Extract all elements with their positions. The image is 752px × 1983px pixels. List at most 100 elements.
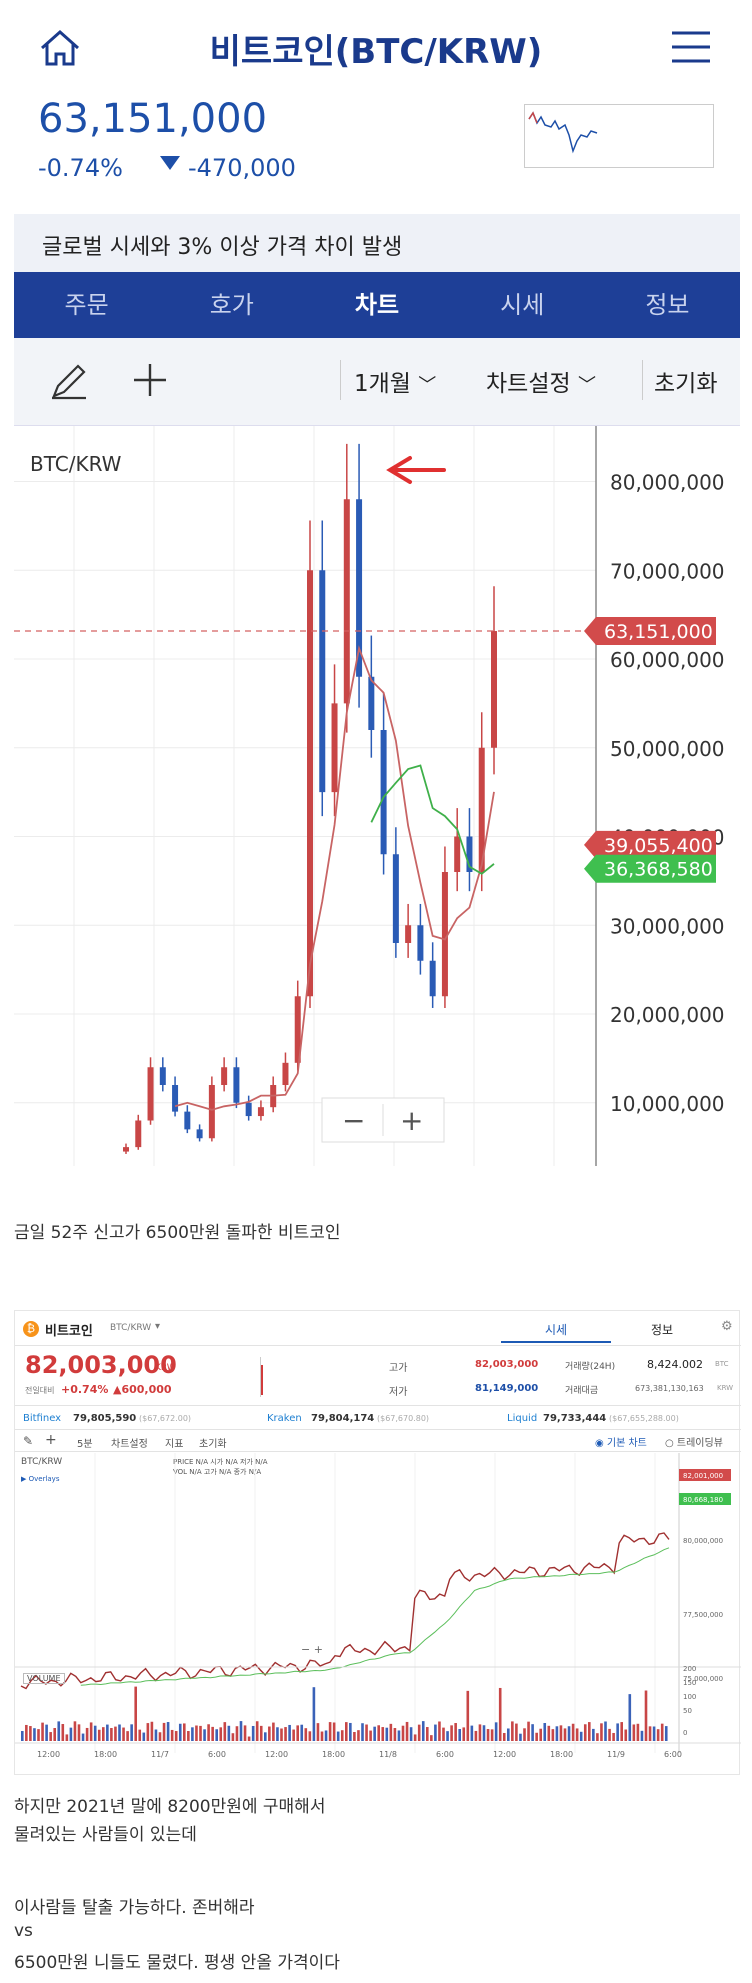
x-tick-label: 18:00 bbox=[94, 1750, 117, 1759]
volume-bar bbox=[255, 1721, 259, 1741]
volume-bar bbox=[81, 1733, 85, 1741]
volume-bar bbox=[130, 1724, 133, 1741]
caption-2: 하지만 2021년 말에 8200만원에 구매해서 bbox=[14, 1797, 326, 1817]
volume-bar bbox=[486, 1729, 490, 1741]
plus-icon[interactable] bbox=[132, 362, 168, 398]
volume-bar bbox=[547, 1725, 551, 1741]
candle-body bbox=[196, 1129, 203, 1139]
plus-icon[interactable]: + bbox=[45, 1432, 57, 1448]
volume-bar bbox=[474, 1730, 478, 1741]
candle-body bbox=[429, 960, 436, 997]
candle-body bbox=[368, 676, 375, 730]
volume-tick: 0 bbox=[683, 1729, 687, 1737]
bitcoin-logo-icon: ₿ bbox=[23, 1321, 39, 1337]
amount-unit: KRW bbox=[717, 1384, 734, 1392]
volume-bar bbox=[478, 1724, 482, 1741]
volume-bar bbox=[620, 1722, 623, 1741]
volume-bar bbox=[361, 1723, 364, 1741]
volume-bar bbox=[332, 1722, 336, 1741]
caption-4: 이사람들 탈출 가능하다. 존버해라 bbox=[14, 1898, 255, 1918]
indicator-select[interactable]: 지표 bbox=[165, 1439, 184, 1450]
volume-bar bbox=[312, 1687, 316, 1741]
change-percent: -0.74% bbox=[38, 154, 123, 182]
tab-info[interactable]: 정보 bbox=[651, 1323, 674, 1337]
tab-0[interactable]: 주문 bbox=[64, 291, 109, 319]
home-icon[interactable] bbox=[38, 28, 82, 68]
volume-bar bbox=[373, 1726, 376, 1741]
pencil-icon[interactable] bbox=[48, 360, 90, 402]
hamburger-menu-icon[interactable] bbox=[670, 30, 712, 64]
tab-2[interactable]: 차트 bbox=[354, 291, 400, 319]
radio-tradingview-label: 트레이딩뷰 bbox=[676, 1438, 723, 1449]
volume-bar bbox=[583, 1724, 587, 1741]
volume-bar bbox=[632, 1724, 636, 1741]
volume-bar bbox=[49, 1732, 52, 1741]
current-price-tag-bg bbox=[584, 617, 716, 646]
volume-bar bbox=[417, 1724, 421, 1741]
volume-bar bbox=[170, 1729, 174, 1741]
volume-bar bbox=[33, 1728, 36, 1741]
reset-button[interactable]: 초기화 bbox=[199, 1439, 227, 1450]
reset-button[interactable]: 초기화 bbox=[654, 371, 718, 397]
period-select[interactable]: 1개월 ﹀ bbox=[354, 364, 436, 398]
candle-body bbox=[319, 570, 326, 793]
tab-3[interactable]: 시세 bbox=[500, 291, 545, 319]
y-tick-label: 77,500,000 bbox=[683, 1611, 723, 1619]
radio-tradingview[interactable]: ○ 트레이딩뷰 bbox=[665, 1438, 723, 1449]
interval-select[interactable]: 5분 bbox=[77, 1439, 93, 1450]
volume-bar bbox=[272, 1722, 275, 1741]
volume-bar bbox=[365, 1724, 368, 1741]
volume-bar bbox=[247, 1736, 251, 1741]
intraday-chart[interactable]: 82,000,00080,000,00077,500,00075,000,000… bbox=[15, 1453, 741, 1773]
current-price-tag: 63,151,000 bbox=[604, 621, 713, 643]
volume-bar bbox=[85, 1727, 89, 1741]
candle-body bbox=[257, 1107, 264, 1117]
tab-price[interactable]: 시세 bbox=[545, 1323, 568, 1337]
tab-underline bbox=[501, 1341, 611, 1343]
pencil-icon[interactable]: ✎ bbox=[23, 1434, 34, 1448]
volume-bar bbox=[215, 1729, 218, 1741]
volume-tick: 200 bbox=[683, 1665, 696, 1673]
volume-bar bbox=[65, 1734, 69, 1741]
volume-bar bbox=[316, 1723, 320, 1741]
mini-chart bbox=[260, 1357, 380, 1397]
y-tick-label: 30,000,000 bbox=[610, 914, 725, 938]
volume-bar bbox=[430, 1735, 433, 1741]
volume-bar bbox=[579, 1731, 583, 1741]
gear-icon[interactable]: ⚙ bbox=[721, 1319, 733, 1334]
exchange-2-value: 79,804,174 bbox=[311, 1413, 375, 1424]
radio-basic-chart[interactable]: ◉ 기본 차트 bbox=[595, 1438, 647, 1449]
x-tick-label: 18:00 bbox=[550, 1750, 573, 1759]
chart-settings-select[interactable]: 차트설정 ﹀ bbox=[486, 364, 596, 398]
volume-bar bbox=[138, 1729, 142, 1741]
price-chart[interactable]: 10,000,00020,000,00030,000,00040,000,000… bbox=[14, 426, 740, 1166]
volume-bar bbox=[239, 1721, 243, 1741]
volume-bar bbox=[304, 1728, 308, 1741]
upbit-chart-screen: 비트코인(BTC/KRW) 63,151,000 -0.74% -470,000… bbox=[14, 28, 740, 1166]
volume-value: 8,424.002 bbox=[647, 1358, 703, 1371]
tab-4[interactable]: 정보 bbox=[645, 291, 690, 319]
x-tick-label: 18:00 bbox=[322, 1750, 345, 1759]
divider bbox=[642, 360, 643, 400]
high-value: 82,003,000 bbox=[475, 1359, 539, 1370]
volume-bar bbox=[264, 1732, 267, 1741]
volume-bar bbox=[596, 1733, 599, 1741]
volume-bar bbox=[644, 1690, 648, 1741]
volume-bar bbox=[73, 1721, 77, 1741]
volume-bar bbox=[211, 1726, 214, 1741]
volume-bar bbox=[69, 1727, 73, 1741]
volume-bar bbox=[349, 1722, 352, 1741]
overlays-toggle[interactable]: ▶ Overlays bbox=[21, 1475, 60, 1483]
ma2-tag: 36,368,580 bbox=[604, 859, 713, 881]
tab-1[interactable]: 호가 bbox=[209, 291, 254, 319]
volume-bar bbox=[462, 1727, 466, 1741]
chevron-down-icon[interactable]: ▾ bbox=[155, 1321, 161, 1332]
volume-bar bbox=[288, 1724, 291, 1741]
candle-body bbox=[491, 631, 497, 748]
volume-bar bbox=[207, 1724, 210, 1741]
volume-label: 거래량(24H) bbox=[565, 1362, 616, 1372]
volume-bar bbox=[45, 1724, 48, 1741]
volume-bar bbox=[498, 1687, 502, 1741]
mini-chart[interactable] bbox=[524, 104, 714, 168]
chart-settings-select[interactable]: 차트설정 bbox=[111, 1439, 148, 1450]
